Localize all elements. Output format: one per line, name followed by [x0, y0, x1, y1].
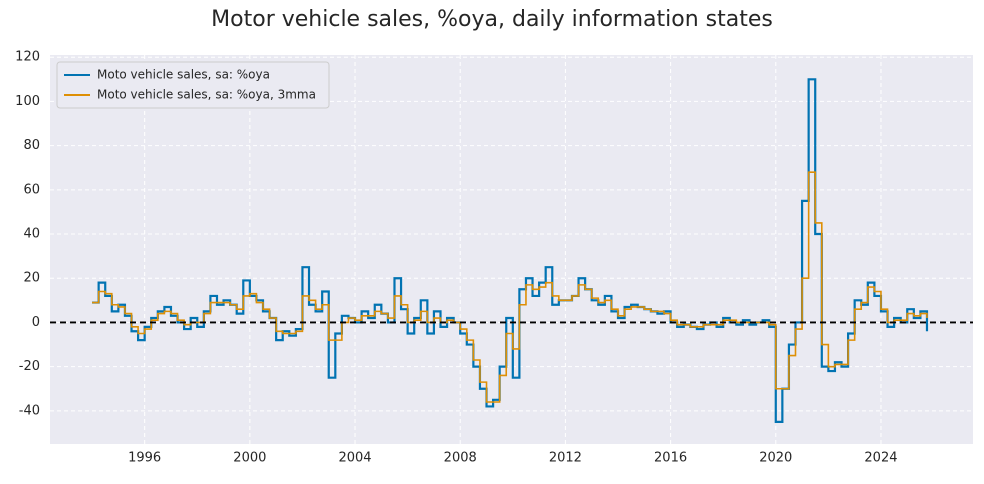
- legend-label: Moto vehicle sales, sa: %oya: [97, 68, 270, 82]
- x-tick-label: 2000: [233, 451, 266, 466]
- x-tick-label: 2016: [654, 451, 687, 466]
- y-tick-label: -40: [19, 403, 40, 418]
- plot-background: [50, 55, 973, 444]
- series-line: [92, 171, 928, 403]
- y-tick-label: 40: [23, 227, 40, 242]
- x-tick-label: 1996: [128, 451, 161, 466]
- legend-box: [56, 61, 330, 109]
- y-tick-label: 20: [23, 271, 40, 286]
- y-tick-label: 60: [23, 182, 40, 197]
- x-tick-label: 2020: [759, 451, 792, 466]
- y-tick-label: 80: [23, 138, 40, 153]
- y-tick-label: 0: [32, 315, 40, 330]
- y-tick-label: 100: [15, 94, 40, 109]
- x-tick-label: 2012: [549, 451, 582, 466]
- chart-title: Motor vehicle sales, %oya, daily informa…: [211, 7, 773, 32]
- x-tick-label: 2008: [444, 451, 477, 466]
- legend-label: Moto vehicle sales, sa: %oya, 3mma: [97, 88, 316, 102]
- y-tick-label: 120: [15, 50, 40, 65]
- x-tick-label: 2024: [864, 451, 897, 466]
- y-tick-label: -20: [19, 359, 40, 374]
- x-tick-label: 2004: [338, 451, 371, 466]
